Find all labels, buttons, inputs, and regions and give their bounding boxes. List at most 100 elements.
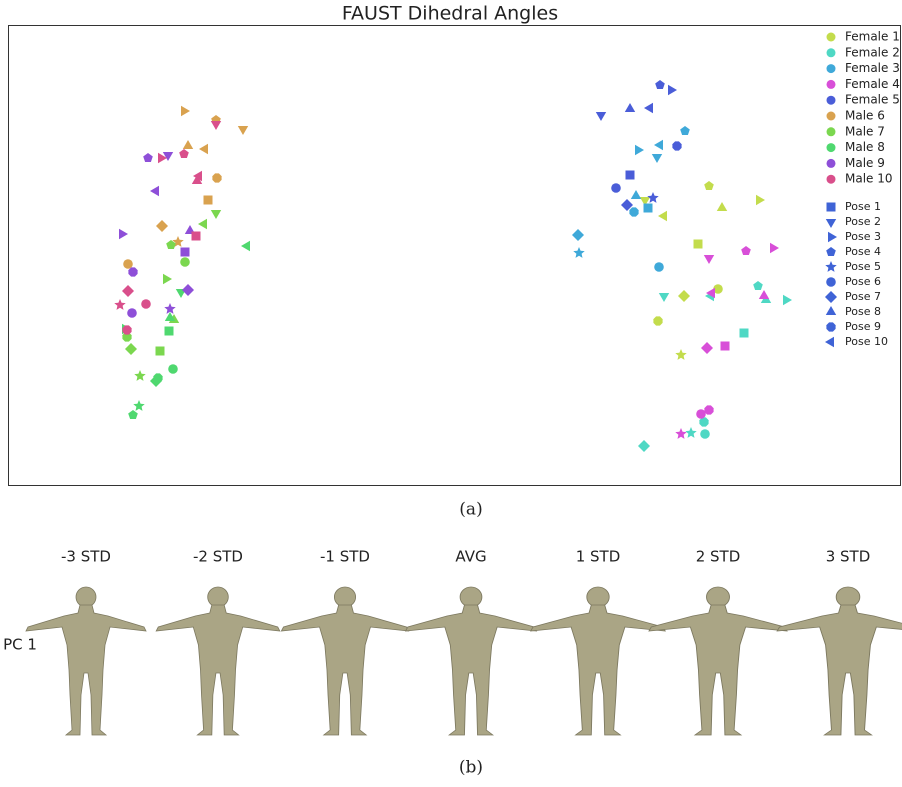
point: [770, 243, 779, 253]
legend-marker: [825, 337, 834, 347]
column-label: 1 STD: [576, 548, 621, 566]
point: [211, 121, 221, 130]
body-shape: [156, 587, 280, 735]
point: [741, 246, 751, 255]
legend-marker: [825, 261, 836, 272]
body-shape: [26, 587, 146, 735]
point: [192, 232, 201, 241]
point: [678, 290, 690, 302]
row-label: PC 1: [3, 636, 37, 654]
column-label: 3 STD: [826, 548, 871, 566]
point: [238, 126, 248, 135]
point: [704, 181, 714, 190]
point: [700, 429, 710, 439]
legend-swatch: [827, 112, 836, 121]
legend-swatch: [827, 127, 836, 136]
legend-label: Male 10: [845, 172, 893, 186]
legend-marker: [826, 277, 836, 287]
point: [241, 241, 250, 251]
point: [211, 210, 221, 219]
point: [199, 144, 208, 154]
legend-label: Pose 6: [845, 275, 881, 288]
legend-swatch: [827, 33, 836, 42]
point: [659, 293, 669, 302]
legend-label: Female 4: [845, 77, 900, 91]
point: [125, 343, 137, 355]
point: [123, 259, 133, 269]
body-shape: [649, 587, 787, 735]
caption: (b): [459, 758, 483, 778]
point: [127, 308, 137, 318]
legend-label: Pose 3: [845, 230, 881, 243]
column-label: AVG: [455, 548, 486, 566]
caption: (a): [459, 500, 482, 520]
legend-swatch: [827, 80, 836, 89]
point: [150, 186, 159, 196]
legend-label: Female 5: [845, 93, 900, 107]
point: [704, 255, 714, 264]
point: [153, 373, 162, 382]
point: [644, 204, 653, 213]
point: [783, 295, 792, 305]
point: [631, 190, 641, 199]
legend-swatch: [827, 48, 836, 57]
column-label: -3 STD: [61, 548, 111, 566]
point: [672, 141, 681, 150]
point: [156, 347, 165, 356]
point: [721, 342, 730, 351]
point: [756, 195, 765, 205]
point: [134, 370, 145, 381]
legend-marker: [828, 232, 837, 242]
point: [572, 229, 584, 241]
point: [696, 409, 706, 419]
legend-label: Pose 10: [845, 335, 888, 348]
point: [143, 153, 153, 162]
legend-label: Pose 8: [845, 305, 881, 318]
point: [133, 400, 144, 411]
point: [680, 126, 690, 135]
point: [629, 207, 638, 216]
point: [638, 440, 650, 452]
point: [654, 262, 664, 272]
legend-label: Pose 5: [845, 260, 881, 273]
point: [122, 285, 134, 297]
point: [694, 240, 703, 249]
point: [179, 149, 189, 158]
point: [183, 140, 193, 149]
point: [181, 248, 190, 257]
point: [204, 196, 213, 205]
point: [717, 202, 727, 211]
legend-marker: [826, 306, 836, 315]
point: [596, 112, 606, 121]
point: [654, 140, 663, 150]
figure: FAUST Dihedral Angles (a) (b) PC 1 Femal…: [0, 0, 902, 783]
point: [198, 219, 207, 229]
point: [128, 267, 137, 276]
legend-marker: [827, 203, 836, 212]
legend-swatch: [827, 159, 836, 168]
legend-label: Pose 1: [845, 200, 881, 213]
point: [163, 274, 172, 284]
point: [212, 173, 221, 182]
legend-marker: [826, 322, 835, 331]
point: [653, 316, 662, 325]
point: [128, 410, 138, 419]
point: [652, 154, 662, 163]
body-shape: [531, 587, 665, 735]
legend-marker: [826, 247, 836, 256]
point: [658, 211, 667, 221]
legend-label: Male 7: [845, 124, 885, 138]
point: [675, 428, 686, 439]
point: [182, 284, 194, 296]
point: [701, 342, 713, 354]
body-shape: [777, 587, 902, 735]
point: [114, 299, 125, 310]
point: [635, 145, 644, 155]
legend-label: Male 6: [845, 109, 885, 123]
legend-marker: [826, 219, 836, 228]
legend-label: Male 9: [845, 156, 885, 170]
legend-label: Male 8: [845, 140, 885, 154]
point: [626, 171, 635, 180]
point: [119, 229, 128, 239]
point: [753, 281, 763, 290]
